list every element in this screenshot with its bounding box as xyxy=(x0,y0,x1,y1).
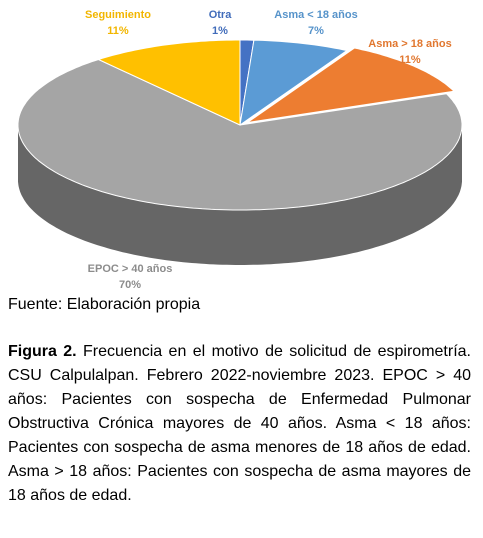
figure-caption: Figura 2. Frecuencia en el motivo de sol… xyxy=(8,340,471,508)
slice-side xyxy=(18,125,462,265)
slice xyxy=(247,47,455,123)
slice-label: Otra xyxy=(209,9,233,21)
slice xyxy=(17,58,463,211)
slice-label: Seguimiento xyxy=(85,9,151,21)
caption-text: Frecuencia en el motivo de solicitud de … xyxy=(8,343,471,504)
slice-label: Asma < 18 años xyxy=(274,9,357,21)
slice-label: EPOC > 40 años xyxy=(88,263,173,275)
slice-label: Asma > 18 años xyxy=(368,38,451,50)
caption-label: Figura 2. xyxy=(8,343,77,360)
slice-value-label: 1% xyxy=(212,25,228,37)
slice-value-label: 11% xyxy=(107,25,129,37)
chart: Otra 1% Asma < 18 años 7% Asma > 18 años 11% E… xyxy=(17,9,463,291)
slice-value-label: 7% xyxy=(308,25,324,37)
slice xyxy=(97,39,241,126)
slice-value-label: 11% xyxy=(399,54,421,66)
slice-value-label: 70% xyxy=(119,279,141,291)
source-note: Fuente: Elaboración propia xyxy=(8,296,201,313)
slice xyxy=(239,39,349,127)
